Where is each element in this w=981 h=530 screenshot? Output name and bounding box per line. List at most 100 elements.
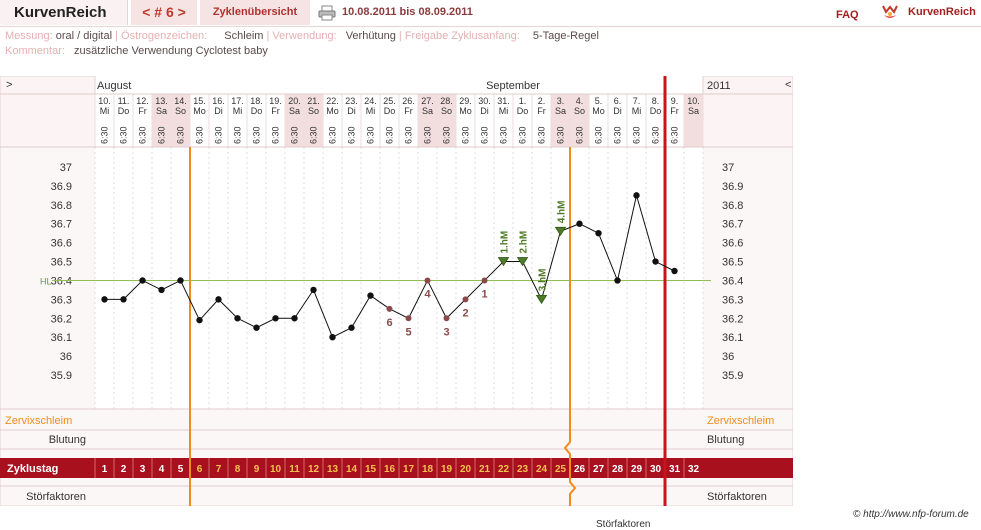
time-label: 6:30 — [119, 126, 129, 144]
cycle-day-number: 15 — [365, 464, 377, 475]
weekday-label: Mo — [193, 106, 206, 116]
date-label: 16. — [212, 96, 225, 106]
temperature-chart: > <August September 201110.Mi6:3011.Do6:301… — [0, 76, 793, 506]
weekday-label: Do — [251, 106, 263, 116]
time-label: 6:30 — [499, 126, 509, 144]
y-tick-right: 36.3 — [722, 294, 743, 306]
date-label: 27. — [421, 96, 434, 106]
date-label: 2. — [538, 96, 546, 106]
cycle-day-number: 28 — [612, 464, 624, 475]
weekday-label: Di — [480, 106, 489, 116]
cycle-day-number: 27 — [593, 464, 605, 475]
temperature-point — [234, 315, 241, 322]
date-label: 14. — [174, 96, 187, 106]
cycle-day-number: 16 — [384, 464, 396, 475]
low-temp-marker — [443, 315, 450, 322]
y-tick-right: 36 — [722, 351, 734, 363]
time-label: 6:30 — [252, 126, 262, 144]
weekend-shade — [418, 94, 437, 147]
time-label: 6:30 — [366, 126, 376, 144]
weekday-label: Do — [384, 106, 396, 116]
date-label: 20. — [288, 96, 301, 106]
date-label: 28. — [440, 96, 453, 106]
weekend-shade — [285, 94, 304, 147]
time-label: 6:30 — [309, 126, 319, 144]
temperature-point — [614, 277, 621, 284]
y-tick-right: 36.8 — [722, 200, 743, 212]
weekday-label: Mi — [366, 106, 376, 116]
date-label: 22. — [326, 96, 339, 106]
month-label-august: August — [97, 80, 131, 92]
cycle-day-number: 8 — [235, 464, 241, 475]
weekend-shade — [570, 94, 589, 147]
date-label: 10. — [687, 96, 700, 106]
y-tick-left: 36.6 — [51, 238, 72, 250]
y-tick-right: 36.5 — [722, 257, 743, 269]
temperature-point — [158, 286, 165, 294]
date-label: 25. — [383, 96, 396, 106]
oestrogen-label: Östrogenzeichen: — [121, 30, 208, 42]
cycle-day-number: 22 — [498, 464, 510, 475]
faq-link[interactable]: FAQ — [836, 9, 859, 21]
time-label: 6:30 — [480, 126, 490, 144]
temperature-point — [291, 315, 298, 322]
weekday-label: Di — [347, 106, 356, 116]
date-label: 11. — [118, 96, 130, 106]
time-label: 6:30 — [651, 126, 661, 144]
temperature-point — [367, 292, 374, 299]
high-measure-label: 4.hM — [557, 201, 568, 224]
printer-icon[interactable] — [318, 5, 336, 21]
brand-title[interactable]: KurvenReich — [0, 0, 128, 25]
header-right-cell — [702, 76, 793, 148]
weekday-label: Mi — [233, 106, 243, 116]
weekday-label: Mo — [459, 106, 472, 116]
cycle-day-number: 14 — [346, 464, 358, 475]
info-line-settings: Messung: oral / digital | Östrogenzeiche… — [5, 30, 599, 42]
y-tick-left: 36.5 — [51, 257, 72, 269]
freigabe-label: Freigabe Zyklusanfang: — [404, 30, 520, 42]
date-label: 30. — [478, 96, 491, 106]
date-label: 3. — [557, 96, 565, 106]
y-tick-left: 36.2 — [51, 313, 72, 325]
low-count-label: 5 — [405, 326, 411, 338]
high-temp-marker — [535, 294, 548, 305]
temperature-point — [329, 333, 336, 341]
cycle-day-number: 23 — [517, 464, 529, 475]
time-label: 6:30 — [613, 126, 623, 144]
cycle-day-number: 21 — [479, 464, 491, 475]
y-tick-left: 36 — [60, 351, 72, 363]
temperature-point — [120, 296, 127, 303]
temperature-point — [671, 267, 678, 275]
temperature-point — [272, 315, 279, 322]
weekday-label: So — [574, 106, 585, 116]
y-tick-right: 37 — [722, 162, 734, 174]
cycle-day-number: 30 — [650, 464, 662, 475]
weekday-label: Fr — [537, 106, 546, 116]
cycle-day-number: 7 — [216, 464, 222, 475]
high-temp-marker — [497, 257, 510, 267]
date-label: 5. — [595, 96, 603, 106]
time-label: 6:30 — [423, 126, 433, 144]
verwendung-label: Verwendung: — [272, 30, 337, 42]
kurvenreich-logo-icon — [882, 5, 898, 18]
time-label: 6:30 — [537, 126, 547, 144]
date-label: 4. — [576, 96, 584, 106]
y-tick-left: 36.9 — [51, 181, 72, 193]
time-label: 6:30 — [290, 126, 300, 144]
high-measure-label: 1.hM — [500, 231, 511, 254]
cycle-navigator[interactable]: < # 6 > — [131, 0, 197, 25]
messung-label: Messung: — [5, 30, 53, 42]
y-tick-right: 35.9 — [722, 370, 743, 382]
temperature-point — [139, 277, 146, 284]
date-label: 23. — [345, 96, 358, 106]
temperature-point — [215, 296, 222, 303]
weekend-shade — [437, 94, 456, 147]
cycle-day-number: 6 — [197, 464, 203, 475]
cycle-day-bar — [0, 458, 793, 478]
cycle-overview-tab[interactable]: Zyklenübersicht — [200, 0, 310, 25]
date-label: 8. — [652, 96, 660, 106]
high-temp-marker — [554, 226, 567, 237]
high-measure-label: 3.hM — [538, 269, 549, 292]
cycle-day-number: 1 — [102, 464, 108, 475]
y-tick-right: 36.9 — [722, 181, 743, 193]
